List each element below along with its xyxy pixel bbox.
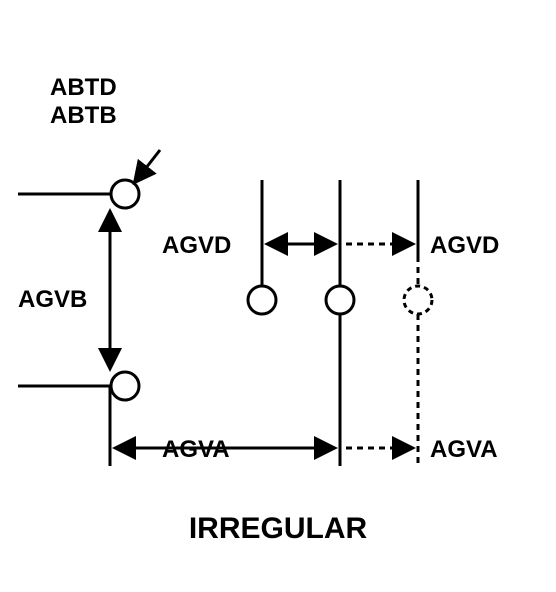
label-agva-right: AGVA bbox=[430, 436, 498, 464]
diagram-title: IRREGULAR bbox=[189, 512, 367, 546]
label-agva-left: AGVA bbox=[162, 436, 230, 464]
right-circle-2 bbox=[326, 286, 354, 314]
left-circle-top bbox=[111, 180, 139, 208]
right-circle-1 bbox=[248, 286, 276, 314]
left-circle-bottom bbox=[111, 372, 139, 400]
label-agvd-right: AGVD bbox=[430, 232, 499, 260]
abtd-pointer-arrow bbox=[135, 150, 160, 182]
diagram-canvas: ABTD ABTB AGVB AGVD AGVD AGVA AGVA IRREG… bbox=[0, 0, 556, 592]
label-agvb: AGVB bbox=[18, 286, 87, 314]
label-abtb: ABTB bbox=[50, 102, 117, 130]
label-agvd-left: AGVD bbox=[162, 232, 231, 260]
label-abtd: ABTD bbox=[50, 74, 117, 102]
right-circle-3-dashed bbox=[404, 286, 432, 314]
